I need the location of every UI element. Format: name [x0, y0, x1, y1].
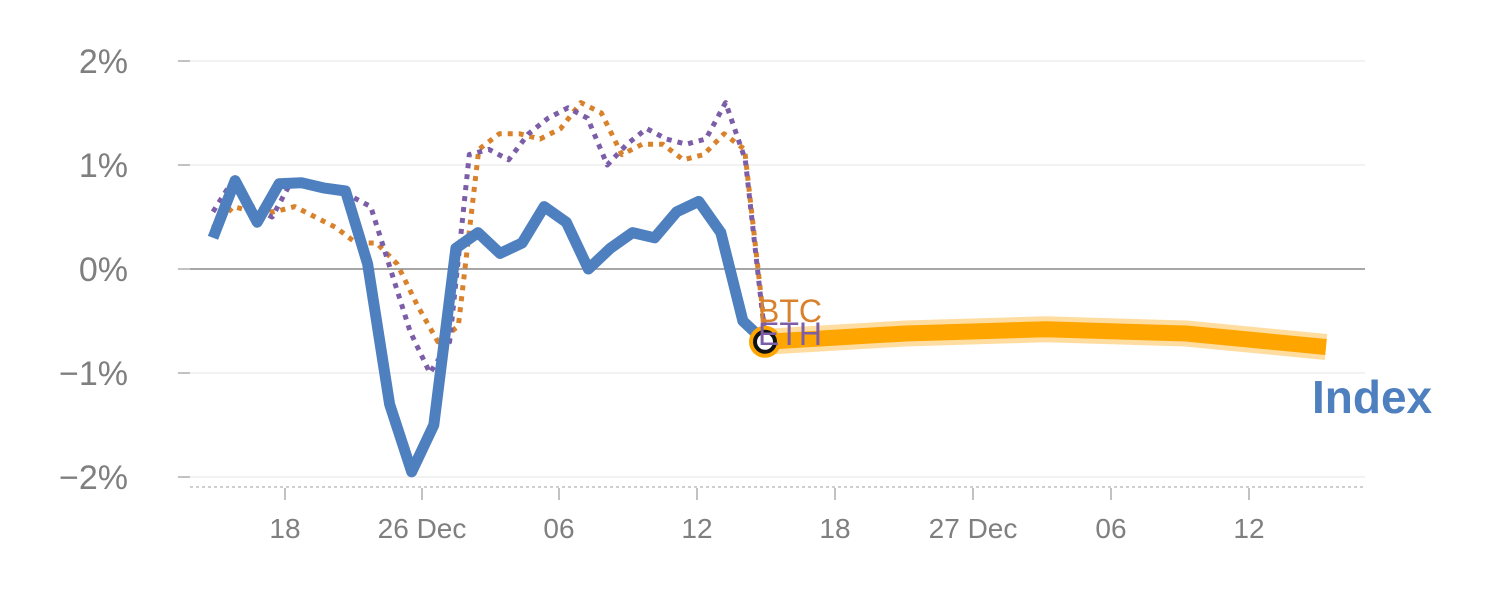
y-tick-label: 2%	[79, 43, 128, 81]
x-tick-label: 06	[1095, 513, 1126, 544]
x-tick-label: 27 Dec	[929, 513, 1018, 544]
y-tick-label: 0%	[79, 251, 128, 289]
x-tick-label: 18	[269, 513, 300, 544]
series-label-btc: BTC	[758, 293, 822, 329]
series-label-eth: ETH	[758, 316, 822, 352]
x-tick-label: 18	[819, 513, 850, 544]
x-tick-label: 12	[681, 513, 712, 544]
series-line-index	[207, 175, 769, 478]
y-tick-label: 1%	[79, 147, 128, 185]
x-tick-label: 12	[1233, 513, 1264, 544]
series-line-btc	[211, 100, 768, 345]
series-label-index: Index	[1312, 371, 1433, 423]
y-tick-label: −2%	[59, 459, 128, 497]
projection-marker-inner	[753, 329, 777, 354]
x-tick-label: 26 Dec	[378, 513, 467, 544]
axis-layer: 2% 1% 0% −1% −2% 18 26 Dec 06 12 18 27 Dec 06 12	[59, 43, 1365, 544]
projection-layer	[749, 316, 1328, 360]
y-tick-label: −1%	[59, 355, 128, 393]
series-layer	[207, 100, 769, 478]
x-tick-label: 06	[543, 513, 574, 544]
projection-line	[764, 321, 1327, 355]
